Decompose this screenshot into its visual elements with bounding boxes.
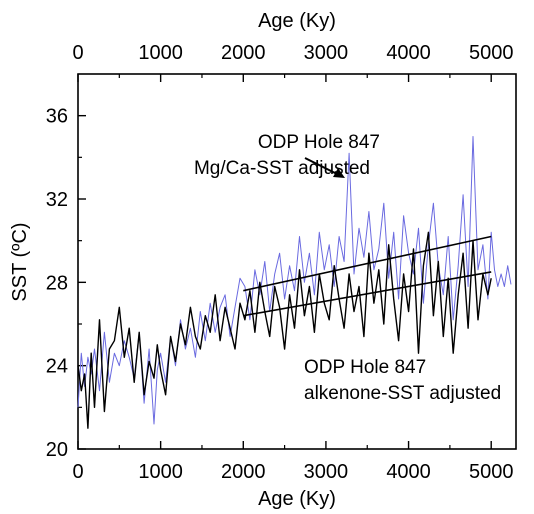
y-axis-title: SST (ºC) — [9, 222, 31, 301]
mgca-annotation-line-2: Mg/Ca-SST adjusted — [194, 158, 370, 179]
alkenone-annotation-line-2: alkenone-SST adjusted — [304, 383, 501, 404]
mgca-annotation-line-1: ODP Hole 847 — [258, 132, 380, 153]
x-tick-label-bottom: 2000 — [221, 461, 266, 483]
x-tick-label-top: 0 — [72, 42, 83, 64]
y-tick-label: 24 — [46, 356, 68, 378]
x-axis-title-bottom: Age (Ky) — [258, 488, 336, 509]
mgca-trend-line — [243, 235, 492, 292]
x-tick-label-top: 5000 — [469, 42, 514, 64]
x-tick-label-top: 1000 — [138, 42, 183, 64]
annotation-arrow — [304, 157, 345, 178]
x-tick-label-bottom: 1000 — [138, 461, 183, 483]
x-tick-label-bottom: 0 — [72, 461, 83, 483]
x-tick-label-bottom: 5000 — [469, 461, 514, 483]
plot-frame — [77, 73, 517, 450]
trend-layer — [243, 235, 492, 317]
x-tick-label-top: 4000 — [386, 42, 431, 64]
x-tick-label-top: 3000 — [304, 42, 349, 64]
y-tick-label: 36 — [46, 106, 68, 128]
axis-ticks: 0 0 1000 1000 2000 2000 3000 3000 4000 4000 5000 50… — [46, 42, 514, 483]
alkenone-trend-line — [243, 271, 492, 317]
series-layer — [77, 136, 512, 429]
y-tick-label: 20 — [46, 439, 68, 461]
y-tick-label: 32 — [46, 189, 68, 211]
series-line-alkenone — [77, 231, 492, 429]
x-tick-label-bottom: 4000 — [386, 461, 431, 483]
alkenone-annotation-line-1: ODP Hole 847 — [304, 357, 426, 378]
x-tick-label-top: 2000 — [221, 42, 266, 64]
y-tick-label: 28 — [46, 272, 68, 294]
x-tick-label-bottom: 3000 — [304, 461, 349, 483]
x-axis-title-top: Age (Ky) — [258, 10, 336, 32]
